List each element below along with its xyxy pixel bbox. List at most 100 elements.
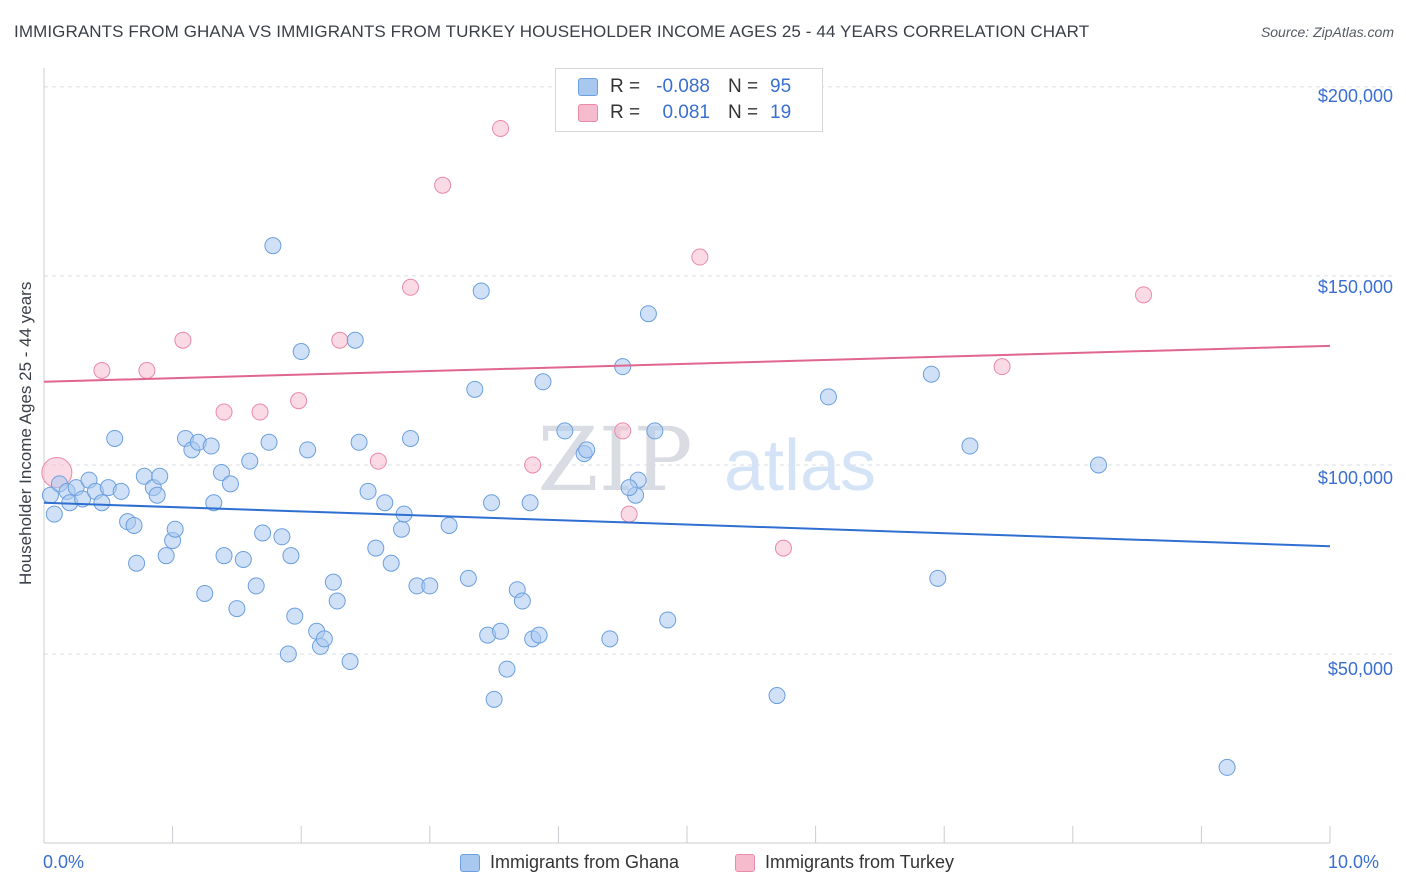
ghana-point xyxy=(93,494,111,512)
ghana-point xyxy=(350,433,368,451)
trend-layer xyxy=(43,344,1331,548)
turkey-point xyxy=(1135,286,1153,304)
ghana-legend-label: Immigrants from Ghana xyxy=(490,852,680,872)
ghana-point xyxy=(961,437,979,455)
ghana-point xyxy=(341,653,359,671)
turkey-point xyxy=(402,278,420,296)
legend-row-turkey: R = 0.081 N = 19 xyxy=(578,101,791,125)
ghana-point xyxy=(247,577,265,595)
ghana-point xyxy=(359,482,377,500)
turkey-point xyxy=(215,403,233,421)
ghana-point xyxy=(620,479,638,497)
legend-n-value: 19 xyxy=(770,102,792,123)
ghana-point xyxy=(292,343,310,361)
ghana-point xyxy=(241,452,259,470)
x-tick-label-max: 10.0% xyxy=(1328,852,1380,872)
legend-n-label: N = xyxy=(728,76,759,97)
ghana-trend-line xyxy=(43,501,1331,548)
turkey-point xyxy=(331,331,349,349)
turkey-point xyxy=(620,505,638,523)
ghana-point xyxy=(151,467,169,485)
ghana-point xyxy=(346,331,364,349)
ghana-point xyxy=(556,422,574,440)
ghana-point xyxy=(440,516,458,534)
ghana-point xyxy=(513,592,531,610)
legend-n-label: N = xyxy=(728,102,759,123)
ghana-point xyxy=(286,607,304,625)
ghana-point xyxy=(376,494,394,512)
ghana-point xyxy=(485,690,503,708)
turkey-point xyxy=(614,422,632,440)
ghana-point xyxy=(221,475,239,493)
ghana-point xyxy=(393,520,411,538)
ghana-point xyxy=(922,365,940,383)
ghana-point xyxy=(472,282,490,300)
ghana-point xyxy=(421,577,439,595)
ghana-point xyxy=(315,630,333,648)
ghana-point xyxy=(492,622,510,640)
ghana-point xyxy=(125,516,143,534)
turkey-point xyxy=(138,361,156,379)
ghana-point xyxy=(534,373,552,391)
ghana-point xyxy=(279,645,297,663)
turkey-point xyxy=(774,539,792,557)
turkey-legend-swatch xyxy=(735,853,755,872)
ghana-point xyxy=(202,437,220,455)
turkey-point xyxy=(524,456,542,474)
ghana-point xyxy=(367,539,385,557)
y-axis-label: Householder Income Ages 25 - 44 years xyxy=(16,281,35,585)
y-tick-label-100000: $100,000 xyxy=(1317,468,1393,488)
ghana-point xyxy=(459,569,477,587)
ghana-point xyxy=(205,494,223,512)
legend-r-label: R = xyxy=(610,76,641,97)
ghana-point xyxy=(166,520,184,538)
ghana-point xyxy=(521,494,539,512)
ghana-point xyxy=(157,547,175,565)
ghana-point xyxy=(402,429,420,447)
y-tick-label-200000: $200,000 xyxy=(1317,86,1393,106)
turkey-point xyxy=(434,176,452,194)
turkey-point xyxy=(290,392,308,410)
ghana-point xyxy=(260,433,278,451)
ghana-point xyxy=(328,592,346,610)
grid-layer xyxy=(44,86,1395,655)
turkey-point xyxy=(369,452,387,470)
legend-r-value: -0.088 xyxy=(656,76,710,97)
y-tick-label-50000: $50,000 xyxy=(1327,659,1393,679)
ghana-legend-swatch xyxy=(460,853,480,872)
ghana-point xyxy=(106,429,124,447)
legend-r-value: 0.081 xyxy=(662,102,710,123)
axis-layer xyxy=(43,68,1331,844)
x-tick-label-min: 0.0% xyxy=(43,852,85,872)
ghana-point xyxy=(601,630,619,648)
ghana-point xyxy=(324,573,342,591)
ghana-point xyxy=(215,547,233,565)
ghana-point xyxy=(646,422,664,440)
turkey-point xyxy=(251,403,269,421)
turkey-point xyxy=(691,248,709,266)
ghana-point xyxy=(466,380,484,398)
turkey-trend-line xyxy=(43,344,1331,383)
ghana-swatch xyxy=(578,78,598,96)
bottom-legend-ghana: Immigrants from Ghana xyxy=(460,852,679,873)
ghana-point xyxy=(578,441,596,459)
chart-title: IMMIGRANTS FROM GHANA VS IMMIGRANTS FROM… xyxy=(14,22,1090,41)
ghana-point xyxy=(254,524,272,542)
ghana-point xyxy=(273,528,291,546)
ghana-point xyxy=(234,550,252,568)
ghana-point xyxy=(1090,456,1108,474)
ghana-point xyxy=(148,486,166,504)
ghana-point xyxy=(483,494,501,512)
ghana-point xyxy=(768,687,786,705)
ghana-point xyxy=(659,611,677,629)
ghana-point xyxy=(128,554,146,572)
ghana-point xyxy=(45,505,63,523)
ghana-point xyxy=(228,600,246,618)
ghana-point xyxy=(1218,758,1236,776)
ghana-point xyxy=(212,464,230,482)
ghana-point xyxy=(929,569,947,587)
ghana-point xyxy=(264,237,282,255)
ghana-point xyxy=(639,305,657,323)
ghana-point xyxy=(196,584,214,602)
source-label: Source: ZipAtlas.com xyxy=(1260,24,1394,40)
